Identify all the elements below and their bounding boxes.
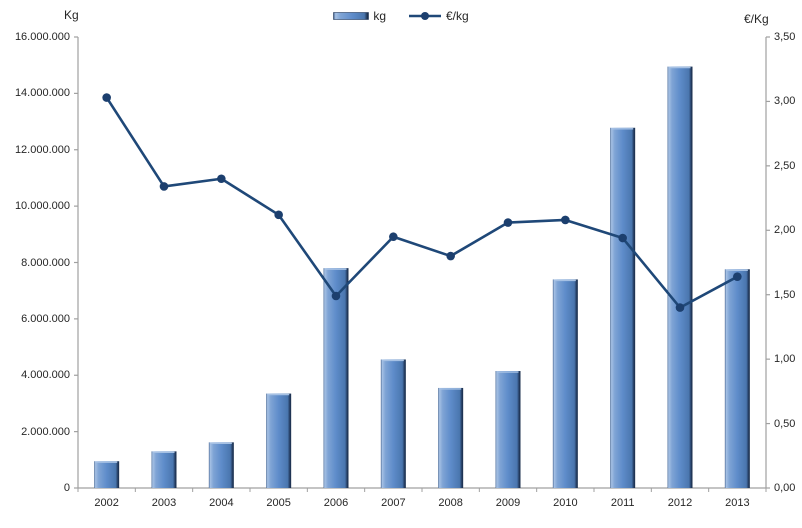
bar-2007	[380, 359, 406, 488]
marker-2011	[618, 233, 627, 243]
bar-2006	[323, 268, 349, 488]
left-axis-tick-label: 0	[63, 482, 70, 494]
bar-2002	[94, 461, 120, 488]
axes-layer	[74, 36, 770, 492]
x-axis-label-2011: 2011	[610, 497, 635, 509]
x-axis-label-2006: 2006	[323, 497, 349, 509]
marker-2004	[217, 174, 226, 184]
right-axis-tick-label: 0,50	[774, 417, 796, 430]
x-axis-label-2013: 2013	[725, 497, 750, 509]
marker-2009	[503, 218, 513, 227]
bar-2003	[151, 451, 177, 488]
left-axis-tick-label: 12.000.000	[14, 143, 70, 156]
marker-2010	[561, 215, 570, 225]
right-axis-tick-label: 1,00	[774, 353, 796, 366]
left-axis-tick-label: 10.000.000	[14, 200, 70, 213]
x-axis-label-2008: 2008	[438, 497, 463, 509]
marker-2006	[331, 291, 341, 301]
x-axis-label-2005: 2005	[266, 497, 291, 509]
x-axis-label-2002: 2002	[94, 497, 119, 509]
left-axis-tick-label: 2.000.000	[21, 425, 70, 438]
bar-2011	[610, 127, 636, 489]
bar-2012	[667, 66, 693, 489]
right-axis-tick-label: 0,00	[774, 482, 796, 494]
marker-2005	[274, 210, 283, 220]
bar-2009	[495, 371, 521, 488]
left-axis-title: Kg	[64, 8, 79, 22]
right-axis-tick-label: 3,50	[774, 31, 796, 43]
marker-2002	[102, 93, 111, 102]
right-axis-tick-label: 3,00	[774, 95, 796, 108]
right-axis-tick-label: 2,50	[774, 159, 796, 172]
left-axis-tick-label: 16.000.000	[14, 31, 70, 43]
line-layer	[102, 93, 742, 312]
right-axis-tick-label: 2,00	[774, 224, 796, 237]
bar-2013	[724, 269, 750, 488]
left-axis-tick-label: 6.000.000	[21, 312, 70, 325]
x-axis-label-2007: 2007	[381, 497, 406, 509]
marker-2003	[159, 182, 169, 191]
right-axis-title: €/Kg	[744, 12, 769, 26]
x-axis-label-2012: 2012	[667, 497, 693, 509]
left-axis-tick-label: 8.000.000	[21, 256, 70, 269]
marker-2012	[675, 303, 685, 312]
x-axis-label-2010: 2010	[553, 497, 578, 509]
left-axis-tick-label: 4.000.000	[21, 369, 70, 382]
eur-per-kg-line	[105, 96, 739, 309]
marker-2013	[733, 272, 742, 281]
right-axis-tick-label: 1,50	[774, 288, 796, 301]
bar-2005	[266, 393, 292, 488]
bars-layer	[94, 66, 750, 489]
x-axis-label-2003: 2003	[151, 497, 177, 509]
x-axis-label-2009: 2009	[495, 497, 521, 509]
left-axis-tick-label: 14.000.000	[14, 87, 70, 100]
bar-2010	[552, 279, 578, 488]
x-axis-label-2004: 2004	[209, 497, 234, 509]
marker-2008	[446, 251, 455, 261]
bar-2008	[438, 387, 464, 488]
bar-2004	[208, 442, 234, 488]
marker-2007	[389, 232, 398, 242]
